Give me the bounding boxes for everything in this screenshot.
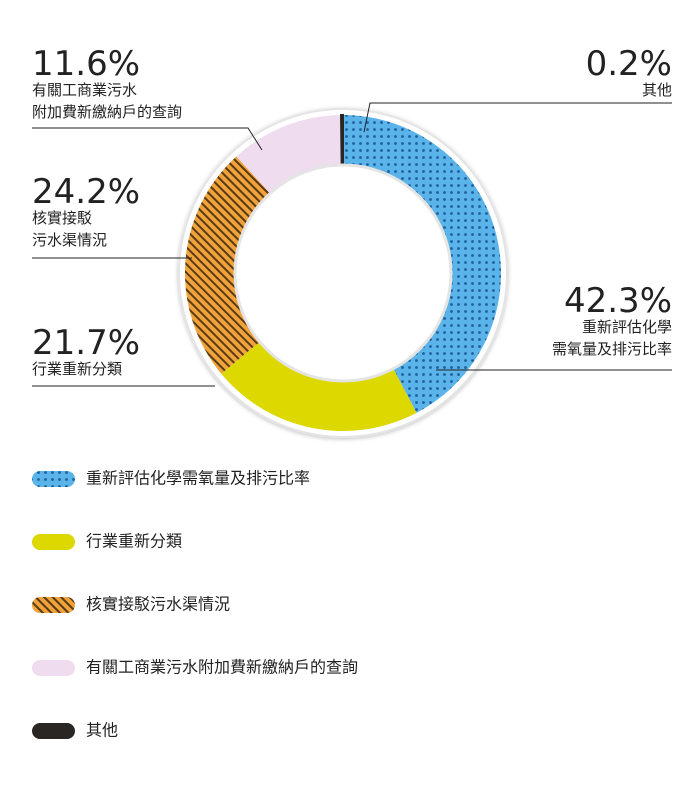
callout-label: 污水渠情況 <box>32 231 107 249</box>
legend-label: 有關工商業污水附加費新繳納戶的查詢 <box>86 658 358 677</box>
legend-swatch <box>32 534 75 550</box>
callout-line <box>32 127 263 151</box>
legend-label: 其他 <box>86 721 118 740</box>
legend-swatch <box>32 660 75 676</box>
legend-swatch <box>32 471 75 487</box>
callout-line <box>363 102 672 133</box>
callout-value: 24.2% <box>32 172 140 212</box>
donut-segment <box>221 340 417 431</box>
callout-label: 需氧量及排污比率 <box>552 340 672 358</box>
callout-label: 重新評估化學 <box>582 318 672 336</box>
callout-label: 有關工商業污水 <box>32 81 137 99</box>
donut-segment <box>340 113 344 169</box>
callout-value: 21.7% <box>32 323 140 363</box>
callout-label: 核實接駁 <box>32 209 92 227</box>
callout-label: 行業重新分類 <box>32 360 122 378</box>
legend-swatch <box>32 597 75 613</box>
callout-label: 其他 <box>642 81 672 99</box>
legend-label: 核實接駁污水渠情況 <box>86 595 230 614</box>
callout-value: 11.6% <box>32 44 140 84</box>
donut-segment <box>343 115 502 413</box>
legend-label: 重新評估化學需氧量及排污比率 <box>86 469 310 488</box>
donut-hole <box>233 163 453 383</box>
legend-label: 行業重新分類 <box>86 532 182 551</box>
donut-segment <box>236 115 342 195</box>
donut-segment <box>184 156 272 374</box>
callout-value: 0.2% <box>586 44 672 84</box>
legend-swatch <box>32 723 75 739</box>
callout-value: 42.3% <box>564 281 672 321</box>
callout-label: 附加費新繳納戶的查詢 <box>32 103 182 121</box>
